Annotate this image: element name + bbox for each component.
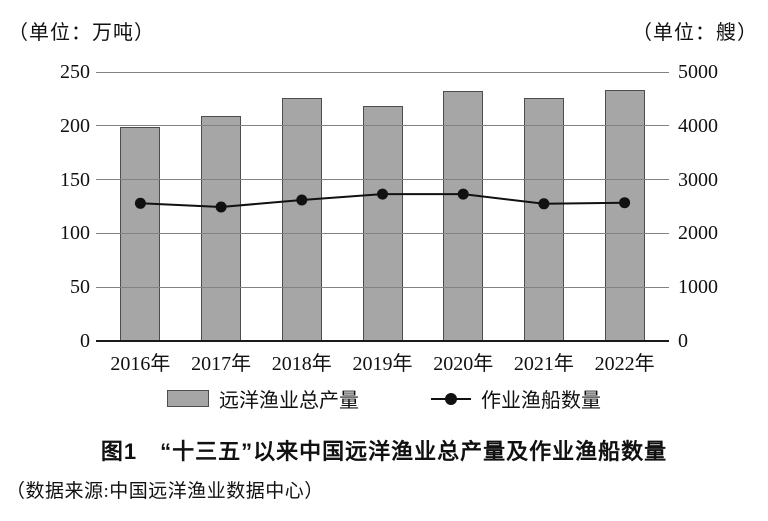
- gridline: [96, 232, 669, 234]
- x-tick-2017年: 2017年: [191, 353, 252, 375]
- legend-item-production: 远洋渔业总产量: [167, 384, 359, 413]
- right-axis-unit-label: （单位：艘）: [632, 22, 758, 44]
- data-point-2021年: [538, 198, 550, 210]
- bar-swatch-icon: [167, 390, 209, 407]
- y-tick-right-0: 0: [678, 330, 688, 352]
- bar-2020年: [443, 91, 484, 341]
- data-point-2016年: [134, 197, 146, 209]
- y-tick-left-200: 200: [60, 114, 90, 137]
- bar-2016年: [120, 126, 161, 341]
- legend-item-vessels: 作业渔船数量: [431, 384, 601, 413]
- gridline: [96, 286, 669, 288]
- y-tick-right-1000: 1000: [678, 276, 718, 299]
- x-axis-line: [96, 340, 669, 342]
- x-tick-2016年: 2016年: [110, 353, 171, 375]
- y-tick-right-3000: 3000: [678, 168, 718, 191]
- y-tick-right-2000: 2000: [678, 222, 718, 245]
- gridline: [96, 179, 669, 181]
- gridline: [96, 71, 669, 73]
- plot-area: [96, 71, 669, 342]
- data-point-2018年: [296, 194, 308, 206]
- x-tick-2018年: 2018年: [271, 353, 332, 375]
- bar-2017年: [201, 116, 242, 341]
- bar-2019年: [362, 106, 403, 341]
- data-point-2020年: [457, 188, 469, 200]
- y-tick-left-100: 100: [60, 222, 90, 245]
- data-point-2017年: [215, 201, 227, 213]
- line-marker-icon: [431, 392, 471, 405]
- y-tick-right-4000: 4000: [678, 114, 718, 137]
- legend-label-production: 远洋渔业总产量: [219, 390, 359, 412]
- y-tick-left-0: 0: [80, 330, 90, 352]
- x-tick-2020年: 2020年: [433, 353, 494, 375]
- y-tick-left-250: 250: [60, 61, 90, 83]
- data-point-2019年: [377, 188, 388, 200]
- gridline: [96, 125, 669, 127]
- left-axis-unit-label: （单位：万吨）: [8, 22, 155, 44]
- y-tick-right-5000: 5000: [678, 61, 718, 83]
- figure-title: 图1 “十三五”以来中国远洋渔业总产量及作业渔船数量: [100, 439, 668, 464]
- y-tick-left-150: 150: [60, 168, 90, 191]
- data-point-2022年: [619, 197, 631, 209]
- x-tick-2021年: 2021年: [513, 353, 574, 375]
- bar-2022年: [604, 90, 645, 341]
- y-tick-left-50: 50: [70, 276, 90, 299]
- legend-label-vessels: 作业渔船数量: [481, 390, 601, 412]
- data-source-note: （数据来源:中国远洋渔业数据中心）: [6, 481, 324, 502]
- bar-2018年: [281, 97, 322, 341]
- x-tick-2019年: 2019年: [352, 353, 413, 375]
- vessel-line-series: [134, 188, 631, 213]
- chart-legend: 远洋渔业总产量 作业渔船数量: [0, 384, 768, 413]
- x-tick-2022年: 2022年: [594, 353, 655, 375]
- bar-2021年: [523, 97, 564, 341]
